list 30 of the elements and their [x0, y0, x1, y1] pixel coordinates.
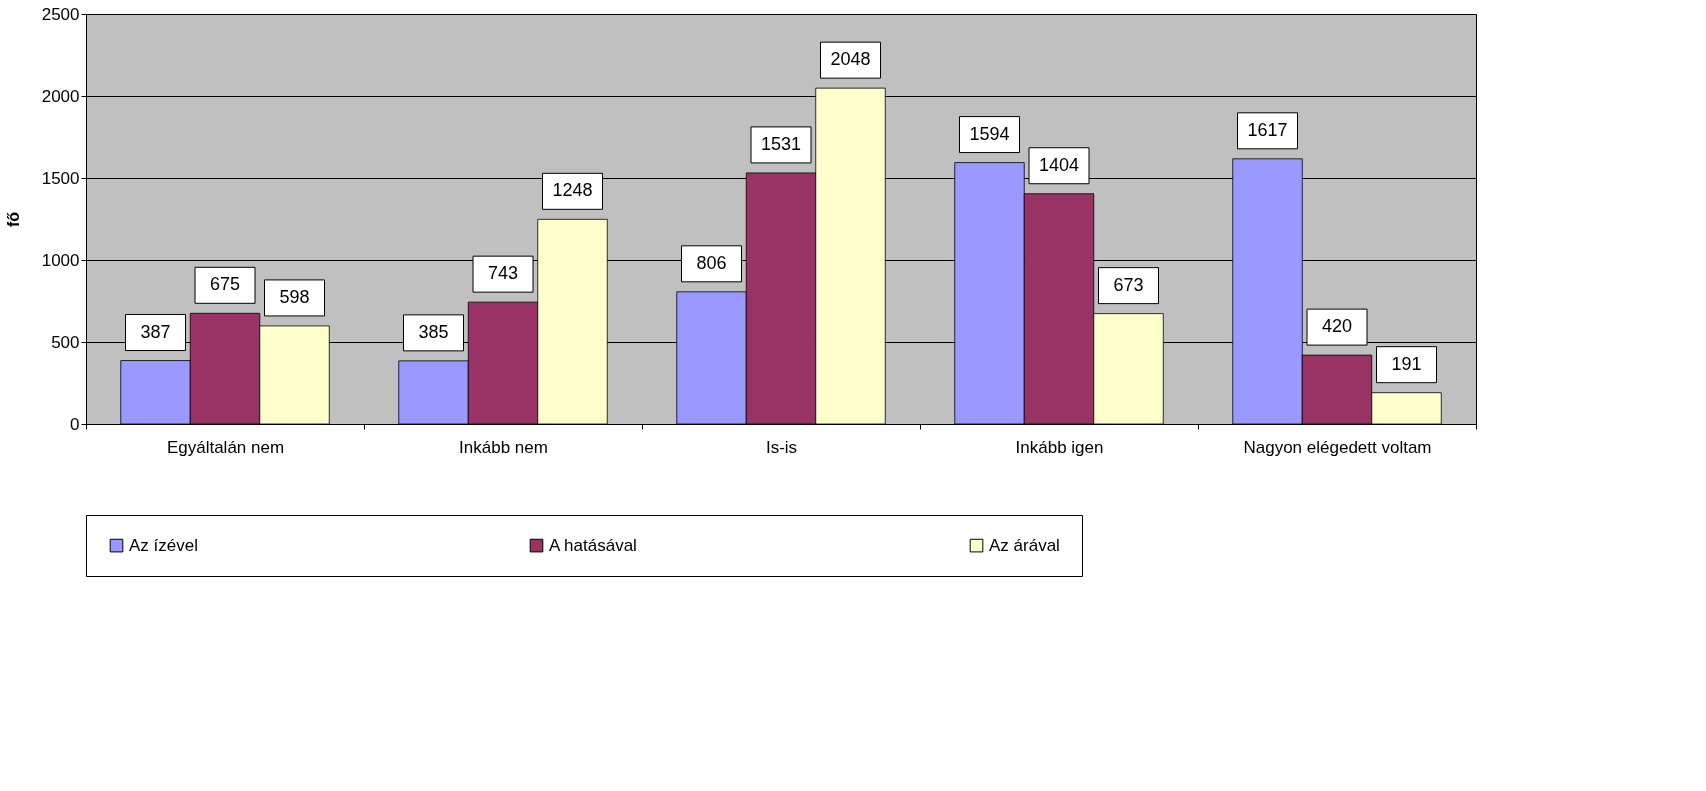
y-tick-label: 1500	[41, 168, 80, 188]
legend-label: A hatásával	[549, 535, 637, 555]
x-tick-label: Nagyon elégedett voltam	[1243, 437, 1432, 457]
data-label: 191	[1391, 353, 1422, 374]
data-label: 385	[418, 321, 449, 342]
x-tick-label: Inkább igen	[1015, 437, 1104, 457]
data-label: 806	[696, 252, 727, 273]
data-label: 675	[209, 274, 241, 295]
x-tick-label: Is-is	[765, 437, 798, 457]
data-label: 2048	[830, 49, 871, 70]
y-tick-label: 1000	[41, 250, 80, 270]
y-tick-label: 2500	[41, 4, 80, 24]
x-tick-label: Egyáltalán nem	[166, 437, 285, 457]
data-label: 743	[487, 263, 519, 284]
y-axis-title: fő	[4, 211, 22, 228]
data-label: 1404	[1038, 154, 1080, 175]
data-label: 1248	[552, 180, 593, 201]
y-tick-label: 2000	[41, 86, 80, 106]
data-label: 420	[1321, 316, 1353, 337]
legend-label: Az ízével	[129, 535, 198, 555]
data-label: 1594	[969, 123, 1010, 144]
data-label: 1531	[760, 133, 802, 154]
legend-label: Az árával	[989, 535, 1060, 555]
x-tick-label: Inkább nem	[459, 437, 548, 457]
data-label: 387	[140, 321, 171, 342]
data-label: 1617	[1247, 119, 1288, 140]
y-tick-label: 500	[51, 332, 80, 352]
data-label: 598	[279, 286, 310, 307]
y-tick-label: 0	[70, 414, 80, 434]
data-label: 673	[1113, 274, 1144, 295]
